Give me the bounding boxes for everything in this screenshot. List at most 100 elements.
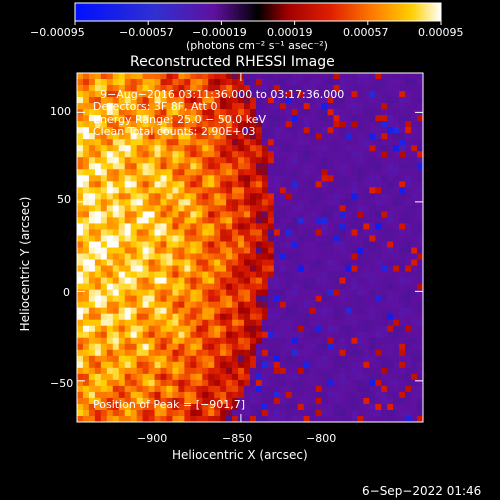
heatmap-pixel [381,379,388,387]
heatmap-pixel [273,121,281,128]
heatmap-pixel [327,349,335,357]
heatmap-pixel [255,265,263,273]
heatmap-pixel [267,163,275,170]
heatmap-pixel [100,181,108,188]
heatmap-pixel [184,235,191,243]
heatmap-pixel [166,301,174,309]
heatmap-pixel [363,301,370,309]
heatmap-pixel [387,409,394,417]
heatmap-pixel [154,379,162,387]
heatmap-pixel [244,367,251,375]
heatmap-pixel [267,283,275,291]
heatmap-pixel [291,295,299,303]
heatmap-pixel [244,211,251,219]
heatmap-pixel [148,121,156,128]
heatmap-pixel [250,355,257,363]
heatmap-pixel [309,373,317,381]
heatmap-pixel [112,295,120,303]
heatmap-pixel [369,205,376,212]
heatmap-pixel [106,271,114,279]
heatmap-pixel [255,175,263,182]
heatmap-pixel [363,355,370,363]
heatmap-pixel [124,295,132,303]
heatmap-pixel [315,385,323,393]
heatmap-pixel [327,409,335,417]
heatmap-pixel [106,247,114,255]
heatmap-pixel [303,181,311,188]
heatmap-pixel [279,265,287,273]
heatmap-pixel [417,325,423,333]
heatmap-pixel [339,331,347,339]
heatmap-pixel [279,85,287,92]
heatmap-pixel [393,253,400,261]
heatmap-pixel [267,307,275,315]
heatmap-pixel [345,115,353,122]
heatmap-pixel [190,157,197,164]
heatmap-pixel [255,241,263,249]
heatmap-pixel [285,265,293,273]
heatmap-pixel [148,385,156,393]
heatmap-pixel [184,391,191,399]
heatmap-pixel [399,79,406,86]
heatmap-pixel [82,199,90,206]
heatmap-pixel [339,169,347,176]
heatmap-pixel [279,313,287,321]
heatmap-pixel [190,415,197,422]
heatmap-pixel [202,145,209,152]
heatmap-pixel [106,115,114,122]
heatmap-pixel [142,337,150,345]
heatmap-pixel [261,379,269,387]
heatmap-pixel [375,97,382,104]
heatmap-pixel [142,103,150,110]
heatmap-pixel [261,361,269,369]
heatmap-pixel [124,325,132,333]
heatmap-pixel [130,337,138,345]
heatmap-pixel [393,283,400,291]
heatmap-pixel [160,211,168,219]
heatmap-pixel [339,151,347,158]
heatmap-pixel [345,109,353,116]
heatmap-pixel [417,97,423,104]
heatmap-pixel [244,283,251,291]
heatmap-pixel [184,307,191,315]
heatmap-pixel [387,271,394,279]
heatmap-pixel [303,391,311,399]
heatmap-pixel [118,205,126,212]
heatmap-pixel [297,205,305,212]
heatmap-pixel [405,91,412,98]
heatmap-pixel [130,415,138,422]
heatmap-pixel [130,211,138,219]
heatmap-pixel [351,349,358,357]
heatmap-pixel [369,307,376,315]
heatmap-pixel [226,181,233,188]
heatmap-pixel [208,301,215,309]
heatmap-pixel [238,85,245,92]
heatmap-pixel [184,253,191,261]
heatmap-pixel [178,235,185,243]
heatmap-pixel [226,217,233,225]
heatmap-pixel [375,103,382,110]
heatmap-pixel [238,163,245,170]
heatmap-pixel [291,385,299,393]
heatmap-pixel [196,121,203,128]
heatmap-pixel [112,325,120,333]
heatmap-pixel [267,301,275,309]
heatmap-pixel [303,217,311,225]
heatmap-pixel [214,91,221,98]
heatmap-pixel [333,325,341,333]
heatmap-pixel [261,253,269,261]
heatmap-pixel [297,169,305,176]
heatmap-pixel [130,277,138,285]
heatmap-pixel [172,307,180,315]
heatmap-pixel [399,367,406,375]
heatmap-pixel [136,187,144,194]
heatmap-pixel [285,385,293,393]
heatmap-pixel [142,145,150,152]
footer-timestamp: 6−Sep−2022 01:46 [362,484,482,498]
heatmap-pixel [273,85,281,92]
heatmap-pixel [321,385,329,393]
heatmap-pixel [148,265,156,273]
heatmap-pixel [297,193,305,200]
heatmap-pixel [106,265,114,273]
heatmap-pixel [238,349,245,357]
